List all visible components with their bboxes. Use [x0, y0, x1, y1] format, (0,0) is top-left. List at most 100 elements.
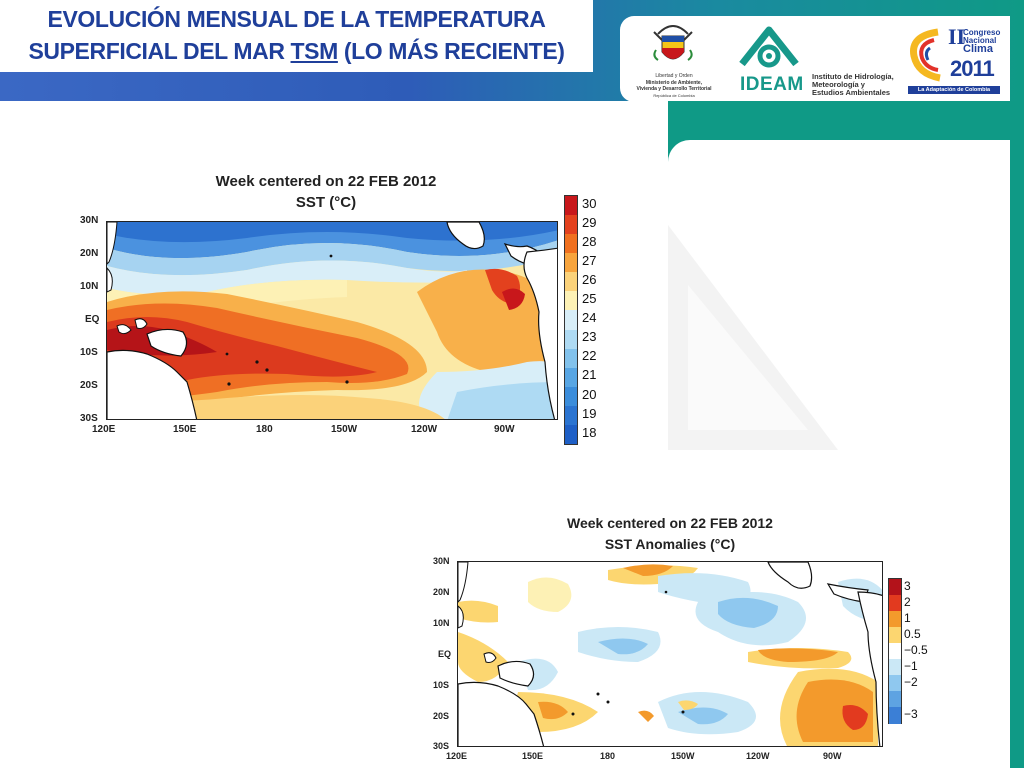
- colorbar-segment: [565, 310, 577, 331]
- colorbar-segment: [889, 611, 901, 628]
- ideam-name-line1: Instituto de Hidrología,: [812, 72, 894, 81]
- colorbar-segment: [889, 659, 901, 676]
- congreso-clima-logo-icon: [910, 28, 941, 82]
- congreso-numeral: II: [948, 24, 966, 49]
- anom-colorbar-labels: 3 2 1 0.5 −0.5 −1 −2 −3: [904, 578, 944, 724]
- colorbar-segment: [565, 196, 577, 216]
- colorbar-label: 2: [904, 595, 911, 610]
- sst-lat-tick: 20N: [80, 248, 99, 259]
- anom-lat-tick: 30S: [433, 741, 450, 751]
- anom-lat-tick: 20N: [433, 587, 450, 597]
- colorbar-segment: [565, 253, 577, 273]
- anom-lon-tick: 90W: [823, 751, 842, 761]
- sst-lon-tick: 150E: [173, 424, 197, 435]
- colorbar-label: 19: [582, 405, 597, 421]
- sst-lat-tick: 20S: [80, 380, 98, 391]
- anom-lat-tick: 20S: [433, 711, 450, 721]
- sst-lon-tick: 180: [256, 424, 273, 435]
- ministry-name-line2: Vivienda y Desarrollo Territorial: [636, 86, 712, 92]
- anom-chart-subtitle: SST Anomalies (°C): [604, 536, 736, 552]
- colorbar-segment: [889, 627, 901, 644]
- colorbar-label: −0.5: [904, 643, 928, 658]
- sst-field: [107, 222, 557, 419]
- colorbar-segment: [565, 234, 577, 254]
- colorbar-label: 1: [904, 611, 911, 626]
- colorbar-segment: [889, 691, 901, 708]
- anom-lat-tick: 10S: [433, 680, 450, 690]
- colorbar-label: 0.5: [904, 627, 921, 642]
- anom-lat-tick: EQ: [438, 649, 452, 659]
- anom-lon-tick: 120W: [746, 751, 770, 761]
- anom-lon-tick: 150W: [671, 751, 695, 761]
- colorbar-label: 29: [582, 214, 597, 230]
- ministry-motto: Libertad y Orden: [655, 73, 693, 79]
- anom-colorbar: [888, 578, 902, 724]
- anom-lon-tick: 120E: [446, 751, 468, 761]
- colorbar-segment: [889, 595, 901, 612]
- sst-colorbar-labels: 30 29 28 27 26 25 24 23 22 21 20 19 18: [582, 195, 622, 445]
- title-line2-suffix: (LO MÁS RECIENTE): [337, 38, 565, 64]
- colorbar-label: 3: [904, 579, 911, 594]
- anom-lat-tick: 10N: [433, 618, 450, 628]
- colorbar-segment: [565, 348, 577, 369]
- colorbar-label: 27: [582, 252, 597, 268]
- ideam-name-line3: Estudios Ambientales: [812, 88, 891, 97]
- sst-chart-subtitle: SST (°C): [295, 194, 357, 211]
- anom-chart-title: Week centered on 22 FEB 2012: [567, 515, 773, 531]
- ministry-name-line1: Ministerio de Ambiente,: [645, 80, 703, 86]
- sst-lon-tick: 120E: [92, 424, 116, 435]
- title-box: EVOLUCIÓN MENSUAL DE LA TEMPERATURA SUPE…: [0, 0, 593, 72]
- colorbar-label: 21: [582, 367, 597, 383]
- colorbar-segment: [889, 675, 901, 692]
- colorbar-label: 30: [582, 195, 597, 211]
- watermark-triangle-icon: [668, 225, 838, 450]
- anom-map: [457, 561, 883, 747]
- congreso-tagline: La Adaptación de Colombia: [908, 86, 1000, 94]
- colorbar-segment: [565, 329, 577, 350]
- colorbar-label: 23: [582, 329, 597, 345]
- title-line2-prefix: SUPERFICIAL DEL MAR: [28, 38, 291, 64]
- colorbar-label: 28: [582, 233, 597, 249]
- sst-lon-tick: 90W: [494, 424, 515, 435]
- colorbar-segment: [565, 291, 577, 311]
- sst-lat-tick: 30N: [80, 215, 99, 226]
- sst-map: [106, 221, 558, 420]
- ideam-logo-icon: [739, 26, 799, 68]
- sst-lon-tick: 120W: [411, 424, 438, 435]
- title-tsm-underlined: TSM: [290, 38, 339, 64]
- colorbar-label: 20: [582, 386, 597, 402]
- ideam-acronym: IDEAM: [740, 74, 804, 95]
- ideam-name-line2: Meteorología y: [812, 80, 865, 89]
- colorbar-segment: [565, 367, 577, 388]
- colorbar-segment: [565, 405, 577, 426]
- congreso-line3: Clima: [963, 43, 993, 55]
- colorbar-segment: [565, 215, 577, 235]
- colorbar-segment: [565, 272, 577, 292]
- colorbar-label: 22: [582, 348, 597, 364]
- sst-lon-tick: 150W: [331, 424, 358, 435]
- colorbar-label: −2: [904, 675, 918, 690]
- colorbar-segment: [889, 707, 901, 724]
- sst-lat-tick: 10S: [80, 347, 98, 358]
- ministry-country: República de Colombia: [653, 93, 695, 98]
- anom-lon-tick: 150E: [522, 751, 544, 761]
- colorbar-segment: [889, 579, 901, 596]
- congreso-year: 2011: [950, 56, 995, 81]
- colorbar-segment: [565, 386, 577, 407]
- logos-panel: Libertad y Orden Ministerio de Ambiente,…: [620, 16, 1010, 102]
- colombia-coat-of-arms-icon: [653, 25, 693, 61]
- congreso-line2: Nacional: [963, 36, 997, 45]
- slide-title-line1: EVOLUCIÓN MENSUAL DE LA TEMPERATURA: [47, 6, 546, 32]
- colorbar-segment: [889, 643, 901, 660]
- slide-title-line2: SUPERFICIAL DEL MAR TSM (LO MÁS RECIENTE…: [0, 38, 593, 65]
- anom-lon-tick: 180: [600, 751, 616, 761]
- colorbar-label: 18: [582, 424, 597, 440]
- anom-lat-tick: 30N: [433, 556, 450, 566]
- congreso-line1: Congreso: [963, 28, 1001, 37]
- colorbar-label: 24: [582, 310, 597, 326]
- colorbar-label: 26: [582, 272, 597, 288]
- sst-chart-title: Week centered on 22 FEB 2012: [215, 173, 437, 190]
- colorbar-label: −3: [904, 707, 918, 722]
- colorbar-label: −1: [904, 659, 918, 674]
